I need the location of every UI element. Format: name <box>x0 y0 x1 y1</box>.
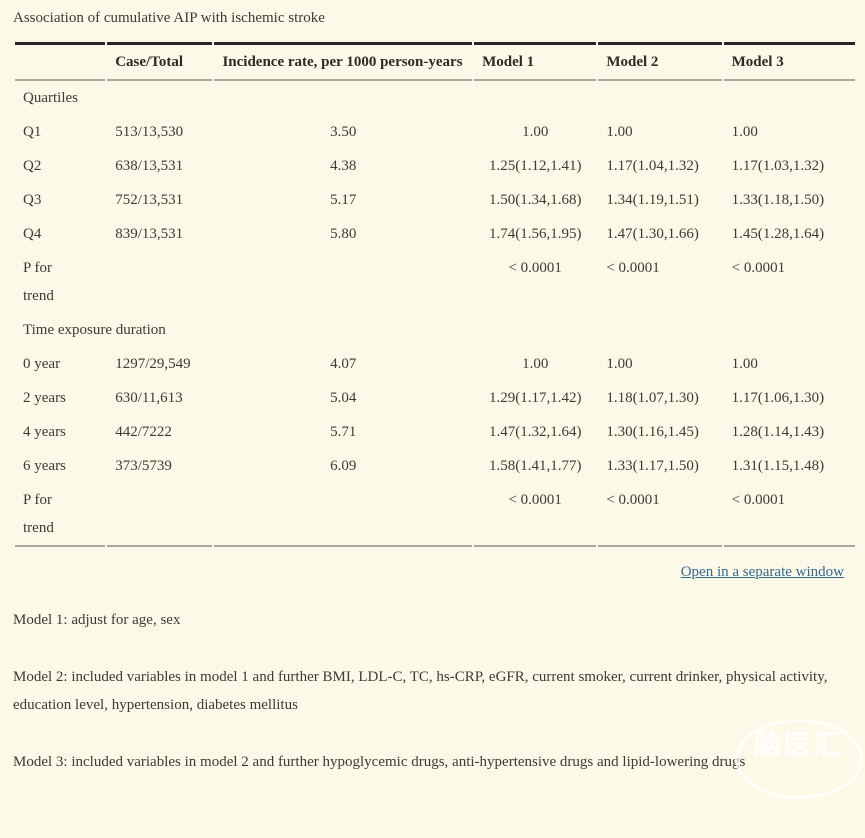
model-2-cell: 1.17(1.04,1.32) <box>606 158 699 174</box>
footnote: Model 3: included variables in model 2 a… <box>13 754 746 770</box>
model-3-cell: 1.00 <box>731 356 758 372</box>
table-row: Q4 839/13,531 5.80 1.74(1.56,1.95) 1.47(1.30… <box>15 217 855 251</box>
model-2-cell: 1.47(1.30,1.66) <box>606 226 699 242</box>
case-total-cell: 752/13,531 <box>115 192 184 208</box>
model-1-cell: 1.00 <box>522 124 549 140</box>
row-label-cell: Q4 <box>23 226 42 242</box>
model-1-cell: 1.74(1.56,1.95) <box>488 226 582 242</box>
model-3-cell: 1.17(1.03,1.32) <box>731 158 825 174</box>
incidence-rate-cell <box>214 251 472 313</box>
table-header: Case/Total Incidence rate, per 1000 pers… <box>15 42 855 81</box>
header-row: Case/Total Incidence rate, per 1000 pers… <box>15 42 855 81</box>
model-3-cell: 1.33(1.18,1.50) <box>731 192 825 208</box>
section-label: Quartiles <box>23 90 78 106</box>
header-model-1: Model 1 <box>474 42 597 81</box>
table-row: 0 year 1297/29,549 4.07 1.00 1.00 1.00 <box>15 347 855 381</box>
header-incidence-rate: Incidence rate, per 1000 person-years <box>214 42 473 81</box>
model-3-cell: 1.31(1.15,1.48) <box>731 458 825 474</box>
incidence-rate-cell: 5.17 <box>330 192 357 208</box>
case-total-cell: 1297/29,549 <box>115 356 191 372</box>
case-total-cell: 442/7222 <box>115 424 172 440</box>
incidence-rate-cell: 3.50 <box>330 124 357 140</box>
model-1-cell: < 0.0001 <box>474 483 597 547</box>
model-3-cell: 1.45(1.28,1.64) <box>731 226 825 242</box>
model-2-cell: 1.30(1.16,1.45) <box>606 424 699 440</box>
header-model-2: Model 2 <box>598 42 722 81</box>
model-1-cell: < 0.0001 <box>508 260 562 276</box>
case-total-cell: 373/5739 <box>115 458 172 474</box>
row-label-cell: P for trend <box>15 483 106 547</box>
table-row: Q1 513/13,530 3.50 1.00 1.00 1.00 <box>15 115 855 149</box>
section-row: Quartiles <box>15 81 855 115</box>
table-title: Association of cumulative AIP with ische… <box>13 10 325 26</box>
page: Association of cumulative AIP with ische… <box>13 10 857 776</box>
model-2-cell: 1.34(1.19,1.51) <box>606 192 699 208</box>
footnote: Model 1: adjust for age, sex <box>13 612 181 628</box>
model-1-cell: 1.29(1.17,1.42) <box>488 390 582 406</box>
model-1-cell: 1.47(1.32,1.64) <box>488 424 582 440</box>
model-3-cell: < 0.0001 <box>723 483 855 547</box>
link-row: Open in a separate window <box>13 558 857 586</box>
model-2-cell: < 0.0001 <box>598 483 722 547</box>
row-label-cell: 6 years <box>23 458 66 474</box>
model-1-cell: 1.58(1.41,1.77) <box>488 458 582 474</box>
table-row: 4 years 442/7222 5.71 1.47(1.32,1.64) 1.30(1… <box>15 415 855 449</box>
incidence-rate-cell <box>214 483 473 547</box>
footnotes: Model 1: adjust for age, sex Model 2: inc… <box>13 606 855 776</box>
results-table: Case/Total Incidence rate, per 1000 pers… <box>13 42 857 547</box>
open-separate-window-link[interactable]: Open in a separate window <box>680 564 844 580</box>
section-row: Time exposure duration <box>15 313 855 347</box>
table-row: P for trend < 0.0001 < 0.0001 < 0.0001 <box>15 483 855 547</box>
model-3-cell: 1.28(1.14,1.43) <box>731 424 825 440</box>
incidence-rate-cell: 4.38 <box>330 158 357 174</box>
footnote: Model 2: included variables in model 1 a… <box>13 669 828 713</box>
row-label-cell: Q1 <box>23 124 42 140</box>
case-total-cell: 638/13,531 <box>115 158 184 174</box>
table-row: Q3 752/13,531 5.17 1.50(1.34,1.68) 1.34(1.19… <box>15 183 855 217</box>
incidence-rate-cell: 6.09 <box>330 458 357 474</box>
header-empty <box>15 42 106 81</box>
model-2-cell: 1.18(1.07,1.30) <box>606 390 699 406</box>
row-label-cell: 4 years <box>23 424 66 440</box>
row-label-cell: 0 year <box>23 356 61 372</box>
section-label: Time exposure duration <box>23 322 166 338</box>
case-total-cell: 513/13,530 <box>115 124 184 140</box>
model-2-cell: 1.00 <box>606 356 633 372</box>
incidence-rate-cell: 4.07 <box>330 356 357 372</box>
model-2-cell: < 0.0001 <box>606 260 660 276</box>
incidence-rate-cell: 5.04 <box>330 390 357 406</box>
model-3-cell: 1.00 <box>731 124 758 140</box>
table-row: 2 years 630/11,613 5.04 1.29(1.17,1.42) 1.18… <box>15 381 855 415</box>
model-1-cell: 1.50(1.34,1.68) <box>488 192 582 208</box>
incidence-rate-cell: 5.80 <box>330 226 357 242</box>
table-row: 6 years 373/5739 6.09 1.58(1.41,1.77) 1.33(1… <box>15 449 855 483</box>
header-model-3: Model 3 <box>723 42 855 81</box>
table-body: Quartiles Q1 513/13,530 3.50 1.00 1.00 1.00 Q2 6… <box>15 81 855 547</box>
incidence-rate-cell: 5.71 <box>330 424 357 440</box>
row-label-cell: 2 years <box>23 390 66 406</box>
model-3-cell: 1.17(1.06,1.30) <box>731 390 825 406</box>
table-row: Q2 638/13,531 4.38 1.25(1.12,1.41) 1.17(1.04… <box>15 149 855 183</box>
model-1-cell: 1.00 <box>522 356 549 372</box>
case-total-cell <box>107 251 212 313</box>
row-label-cell: P for trend <box>23 260 54 304</box>
table-row: P for trend < 0.0001 < 0.0001 < 0.0001 <box>15 251 855 313</box>
row-label-cell: Q3 <box>23 192 42 208</box>
case-total-cell <box>107 483 213 547</box>
model-3-cell: < 0.0001 <box>731 260 786 276</box>
model-2-cell: 1.33(1.17,1.50) <box>606 458 699 474</box>
row-label-cell: Q2 <box>23 158 42 174</box>
header-case-total: Case/Total <box>107 42 213 81</box>
case-total-cell: 839/13,531 <box>115 226 184 242</box>
model-2-cell: 1.00 <box>606 124 633 140</box>
model-1-cell: 1.25(1.12,1.41) <box>488 158 582 174</box>
case-total-cell: 630/11,613 <box>115 390 183 406</box>
